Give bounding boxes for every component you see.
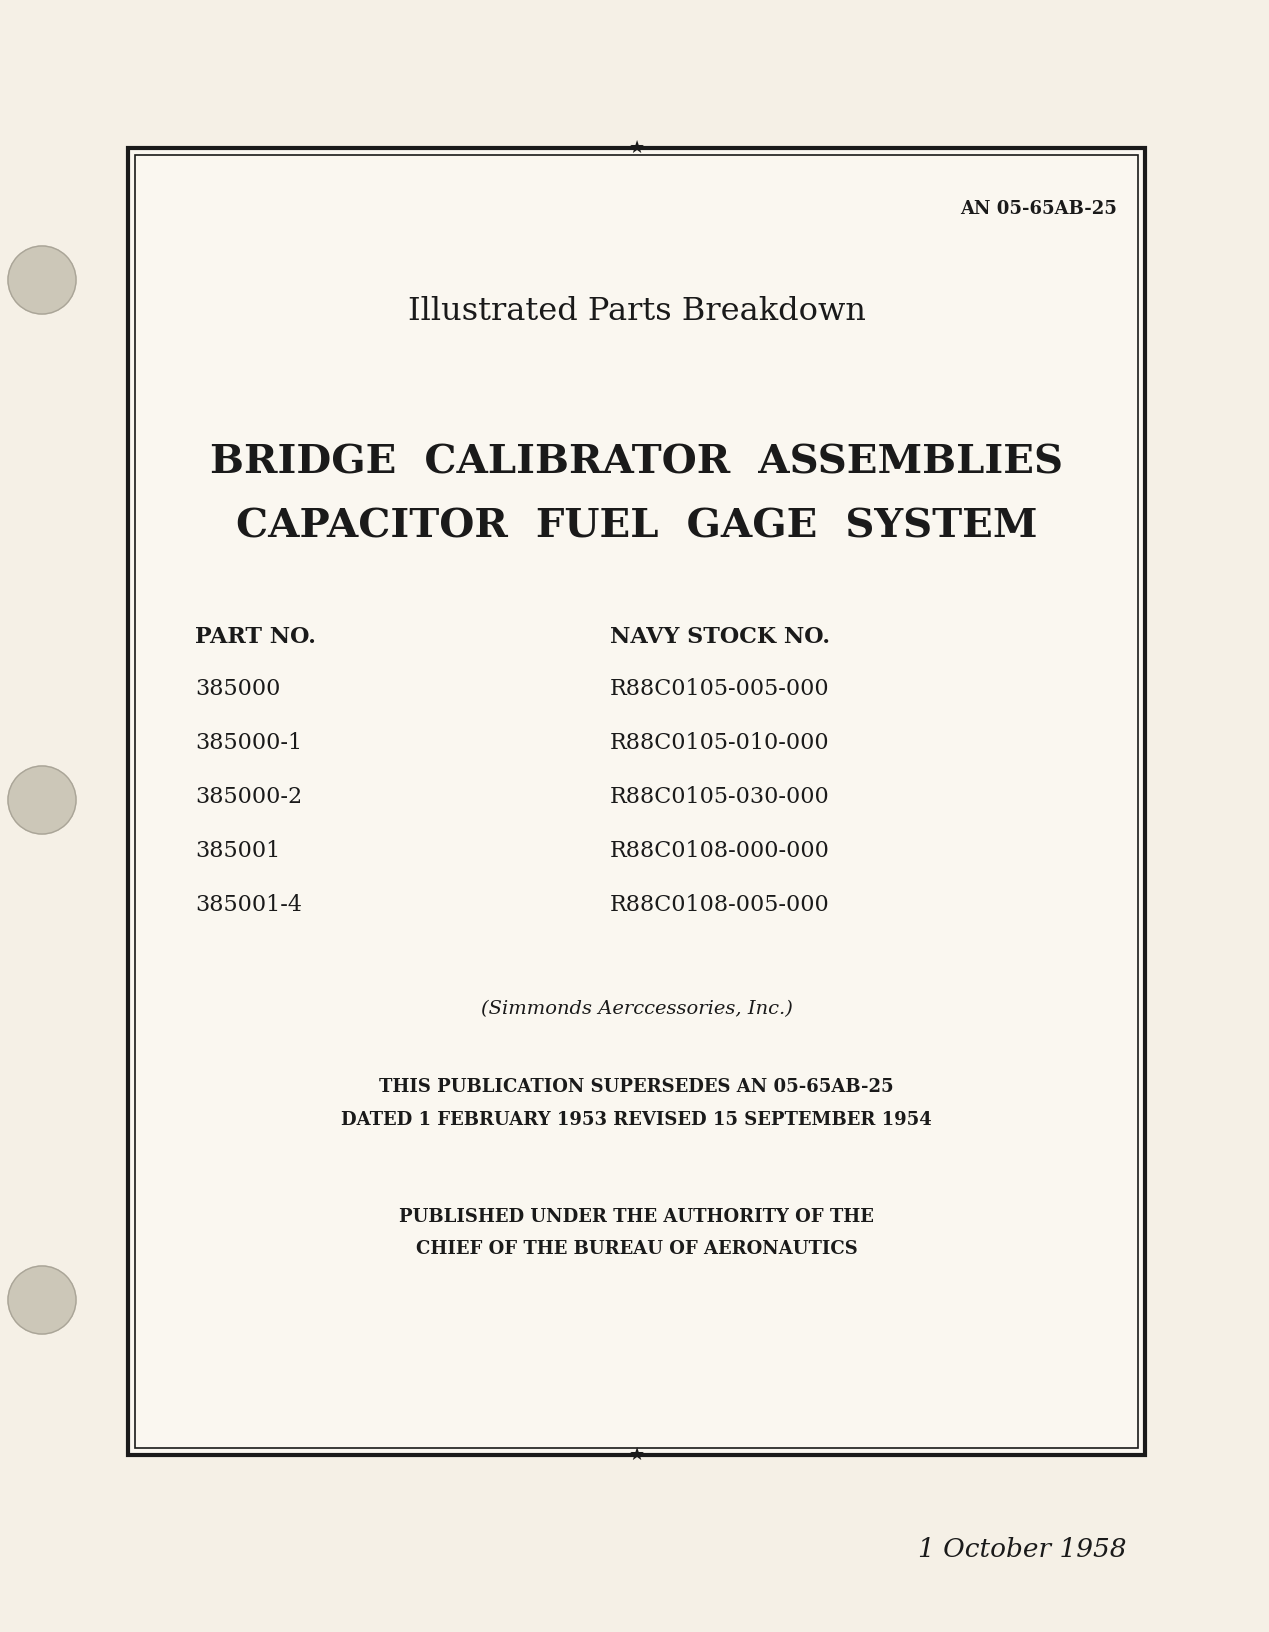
- Circle shape: [8, 1266, 76, 1333]
- Text: PUBLISHED UNDER THE AUTHORITY OF THE: PUBLISHED UNDER THE AUTHORITY OF THE: [398, 1208, 874, 1226]
- Text: 385001-4: 385001-4: [195, 894, 302, 916]
- Text: DATED 1 FEBRUARY 1953 REVISED 15 SEPTEMBER 1954: DATED 1 FEBRUARY 1953 REVISED 15 SEPTEMB…: [341, 1111, 931, 1129]
- Text: 385001: 385001: [195, 840, 280, 862]
- Text: PART NO.: PART NO.: [195, 627, 316, 648]
- Text: ★: ★: [628, 139, 645, 157]
- Text: 385000-1: 385000-1: [195, 733, 302, 754]
- Text: BRIDGE  CALIBRATOR  ASSEMBLIES: BRIDGE CALIBRATOR ASSEMBLIES: [209, 442, 1063, 481]
- Text: R88C0105-005-000: R88C0105-005-000: [610, 677, 830, 700]
- Circle shape: [8, 246, 76, 313]
- Text: CHIEF OF THE BUREAU OF AERONAUTICS: CHIEF OF THE BUREAU OF AERONAUTICS: [416, 1240, 858, 1258]
- Text: R88C0105-010-000: R88C0105-010-000: [610, 733, 830, 754]
- Bar: [135, 155, 1138, 1448]
- Text: CAPACITOR  FUEL  GAGE  SYSTEM: CAPACITOR FUEL GAGE SYSTEM: [236, 508, 1037, 547]
- Bar: [128, 149, 1145, 1456]
- Text: (Simmonds Aerccessories, Inc.): (Simmonds Aerccessories, Inc.): [481, 1000, 792, 1018]
- Text: NAVY STOCK NO.: NAVY STOCK NO.: [610, 627, 830, 648]
- Text: AN 05-65AB-25: AN 05-65AB-25: [961, 201, 1117, 219]
- Text: THIS PUBLICATION SUPERSEDES AN 05-65AB-25: THIS PUBLICATION SUPERSEDES AN 05-65AB-2…: [379, 1079, 893, 1097]
- Text: 385000-2: 385000-2: [195, 787, 302, 808]
- Text: 385000: 385000: [195, 677, 280, 700]
- Text: R88C0108-005-000: R88C0108-005-000: [610, 894, 830, 916]
- Text: 1 October 1958: 1 October 1958: [919, 1537, 1127, 1562]
- Text: Illustrated Parts Breakdown: Illustrated Parts Breakdown: [407, 295, 865, 326]
- Text: R88C0105-030-000: R88C0105-030-000: [610, 787, 830, 808]
- Circle shape: [8, 765, 76, 834]
- Text: R88C0108-000-000: R88C0108-000-000: [610, 840, 830, 862]
- Text: ★: ★: [628, 1446, 645, 1464]
